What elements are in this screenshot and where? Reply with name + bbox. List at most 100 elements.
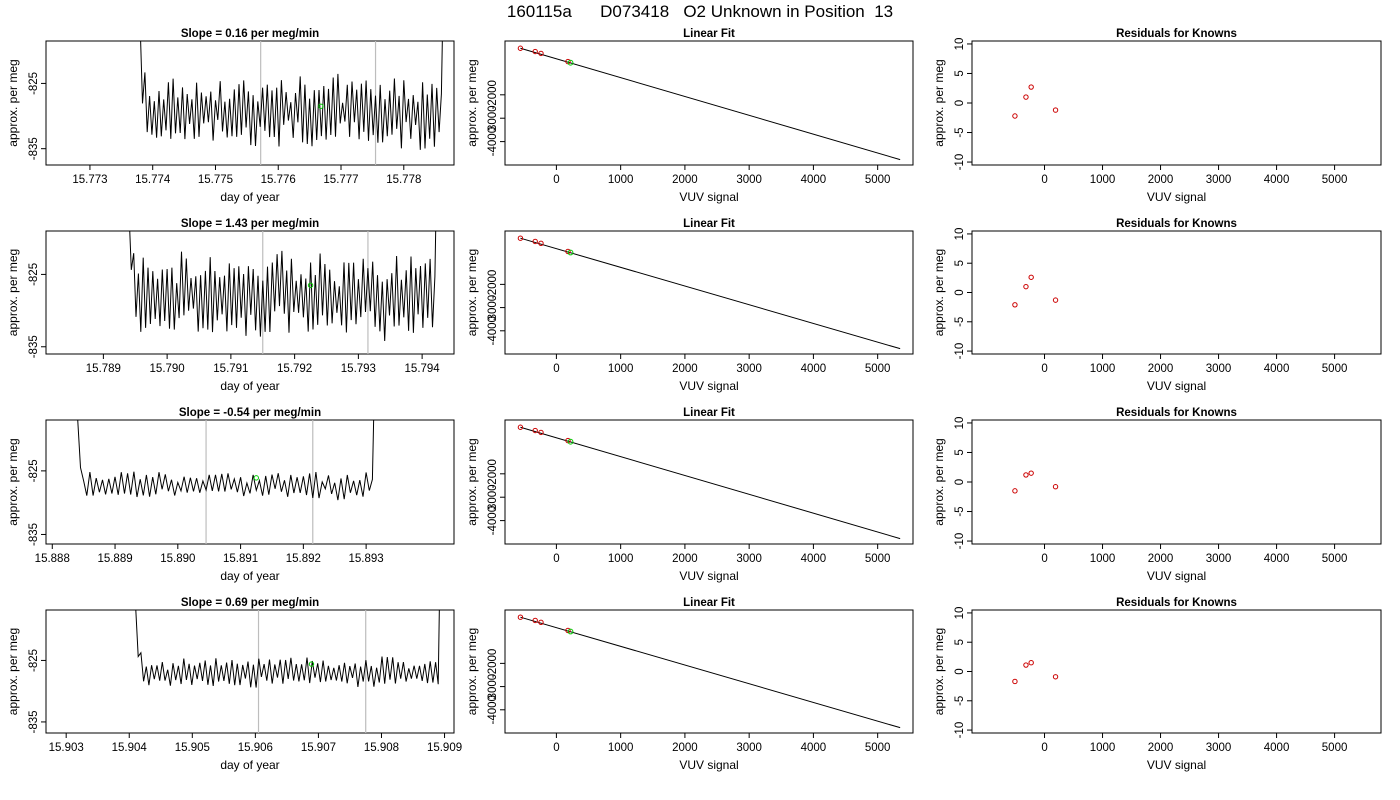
x-tick-label: 3000 xyxy=(736,742,762,754)
fit-line xyxy=(520,616,901,729)
known-point xyxy=(532,48,538,55)
x-tick-label: 4000 xyxy=(1264,742,1290,754)
panel-title: Linear Fit xyxy=(683,597,735,609)
x-tick-label: 1000 xyxy=(608,553,634,565)
known-point xyxy=(538,240,544,247)
known-point xyxy=(538,619,544,625)
unknown-point xyxy=(567,59,574,66)
y-axis-label: approx. per meg xyxy=(465,59,479,146)
x-tick-label: 4000 xyxy=(801,363,827,375)
unknown-point xyxy=(253,475,259,481)
fit-line xyxy=(520,237,901,350)
known-point xyxy=(517,45,524,51)
y-tick-label: -835 xyxy=(28,137,40,160)
x-tick-label: 3000 xyxy=(1206,742,1232,754)
plot-frame xyxy=(504,609,914,734)
x-tick-label: 15.775 xyxy=(198,174,233,186)
x-tick-label: 15.793 xyxy=(341,363,376,375)
plot-frame xyxy=(971,230,1382,355)
known-point xyxy=(1052,297,1059,303)
known-point xyxy=(517,424,524,430)
x-tick-label: 2000 xyxy=(1148,742,1174,754)
y-tick-label: 0 xyxy=(954,479,966,485)
y-tick-label: -5 xyxy=(954,696,966,706)
x-tick-label: 0 xyxy=(1041,553,1047,565)
x-tick-label: 4000 xyxy=(801,553,827,565)
x-tick-label: 5000 xyxy=(1322,553,1348,565)
y-axis-label: approx. per meg xyxy=(932,59,946,146)
panel-title: Residuals for Knowns xyxy=(1116,28,1237,40)
x-tick-label: 2000 xyxy=(1148,363,1174,375)
x-axis-label: VUV signal xyxy=(1147,569,1206,583)
y-tick-label: -825 xyxy=(28,459,40,482)
plot-area xyxy=(517,424,901,540)
y-axis-label: approx. per meg xyxy=(932,249,946,336)
x-tick-label: 5000 xyxy=(865,174,891,186)
panel-title: Slope = 0.69 per meg/min xyxy=(181,597,319,609)
plot-area xyxy=(1012,660,1059,685)
x-tick-label: 15.909 xyxy=(427,742,462,754)
y-axis-label: approx. per meg xyxy=(932,628,946,715)
known-point xyxy=(1028,84,1034,90)
plot-frame xyxy=(504,40,914,166)
unknown-point xyxy=(308,661,315,667)
x-tick-label: 1000 xyxy=(608,363,634,375)
residuals-row-4: Residuals for Knowns 0 1000 2000 3000 4000 500… xyxy=(932,597,1382,772)
x-tick-label: 15.776 xyxy=(261,174,296,186)
plot-area xyxy=(1012,84,1059,119)
x-tick-label: 15.888 xyxy=(35,553,70,565)
panel-title: Slope = 0.16 per meg/min xyxy=(181,28,319,40)
x-tick-label: 5000 xyxy=(865,742,891,754)
x-tick-label: 3000 xyxy=(1206,174,1232,186)
known-point xyxy=(532,427,538,434)
x-tick-label: 4000 xyxy=(1264,553,1290,565)
known-point xyxy=(517,614,524,620)
fit-line xyxy=(520,47,901,161)
x-tick-label: 5000 xyxy=(865,363,891,375)
plot-area xyxy=(77,420,375,544)
x-tick-label: 15.790 xyxy=(150,363,185,375)
known-point xyxy=(538,429,544,436)
known-point xyxy=(1028,274,1034,280)
y-tick-label: -2000 xyxy=(487,649,499,678)
y-tick-label: -835 xyxy=(28,335,40,358)
known-point xyxy=(1012,488,1018,494)
x-tick-label: 2000 xyxy=(672,174,698,186)
y-tick-label: 0 xyxy=(954,289,966,295)
x-tick-label: 1000 xyxy=(1090,742,1116,754)
plot-area xyxy=(1012,470,1059,494)
y-tick-label: -10 xyxy=(954,343,966,360)
unknown-point xyxy=(318,103,324,109)
known-point xyxy=(1023,662,1029,668)
y-tick-label: -825 xyxy=(28,263,40,286)
y-tick-label: -4000 xyxy=(487,127,499,156)
x-axis-label: VUV signal xyxy=(1147,379,1206,393)
panel-title: Residuals for Knowns xyxy=(1116,407,1237,419)
x-tick-label: 5000 xyxy=(1322,363,1348,375)
x-tick-label: 0 xyxy=(1041,742,1047,754)
x-axis-label: VUV signal xyxy=(1147,758,1206,772)
plot-frame xyxy=(971,609,1382,734)
known-point xyxy=(538,50,544,57)
y-tick-label: -5 xyxy=(954,317,966,327)
panel-title: Slope = 1.43 per meg/min xyxy=(181,218,319,230)
y-tick-label: 5 xyxy=(954,639,966,645)
plot-frame xyxy=(504,230,914,355)
plot-area xyxy=(517,45,901,161)
residuals-row-3: Residuals for Knowns 0 1000 2000 3000 4000 500… xyxy=(932,407,1382,583)
plot-frame xyxy=(971,40,1382,166)
panel-title: Linear Fit xyxy=(683,28,735,40)
panel-title: Linear Fit xyxy=(683,218,735,230)
plot-frame xyxy=(45,419,455,545)
y-tick-label: -5 xyxy=(954,506,966,516)
x-tick-label: 15.778 xyxy=(386,174,421,186)
x-axis-label: VUV signal xyxy=(679,379,738,393)
x-axis-label: VUV signal xyxy=(679,569,738,583)
y-axis-label: approx. per meg xyxy=(932,438,946,525)
signal-trace xyxy=(77,420,375,501)
figure-title: 160115a D073418 O2 Unknown in Position 1… xyxy=(506,2,894,21)
y-axis-label: approx. per meg xyxy=(465,628,479,715)
plot-area xyxy=(517,235,901,350)
